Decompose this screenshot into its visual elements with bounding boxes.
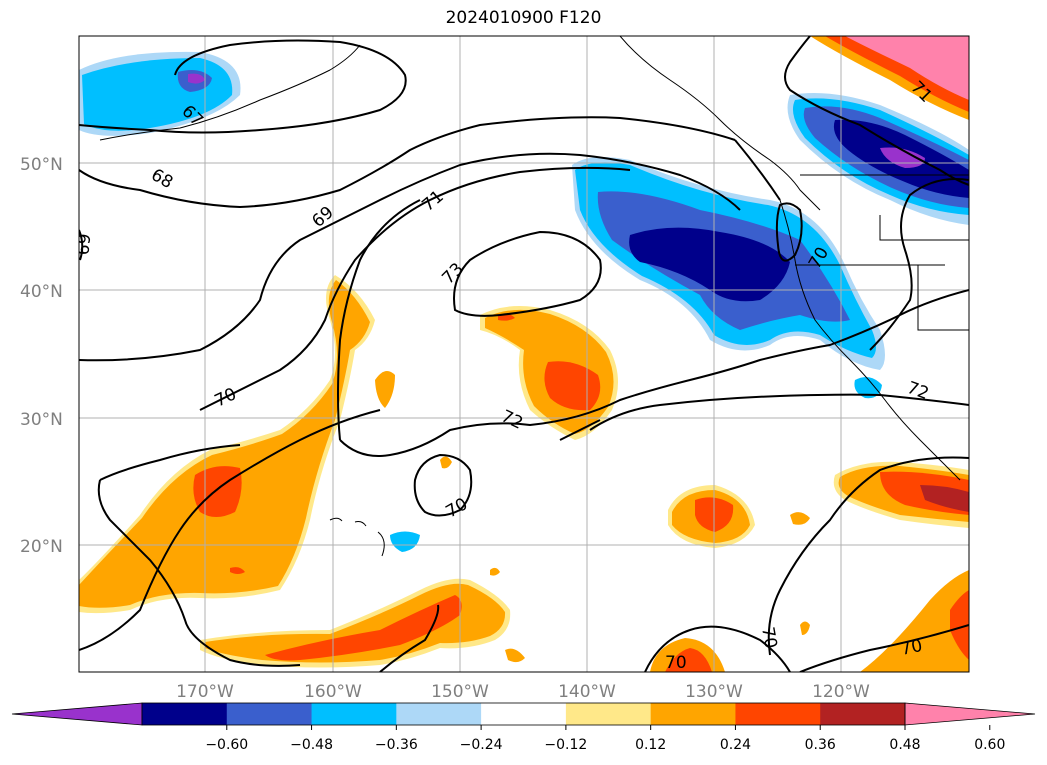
contour-label: 72 bbox=[498, 406, 526, 433]
lon-label: 170°W bbox=[176, 682, 234, 702]
colorbar-tick-label: −0.24 bbox=[460, 737, 503, 753]
lat-label: 40°N bbox=[20, 282, 63, 302]
contour-label: 68 bbox=[148, 165, 177, 193]
colorbar-segment bbox=[226, 703, 313, 725]
colorbar-tick-label: 0.12 bbox=[635, 737, 666, 753]
positive-anomaly-fill bbox=[79, 36, 969, 672]
colorbar-tick-label: −0.48 bbox=[290, 737, 333, 753]
colorbar-tick-label: −0.12 bbox=[544, 737, 587, 753]
colorbar-segment bbox=[820, 703, 906, 725]
lat-label: 50°N bbox=[20, 155, 63, 175]
colorbar-tick-label: 0.24 bbox=[720, 737, 751, 753]
colorbar-extend-high bbox=[904, 702, 1036, 726]
colorbar-tick-label: 0.36 bbox=[805, 737, 836, 753]
colorbar-segment bbox=[735, 703, 821, 725]
lat-label: 30°N bbox=[20, 410, 63, 430]
lon-label: 160°W bbox=[304, 682, 362, 702]
colorbar-segment bbox=[481, 703, 567, 725]
negative-anomaly-fill bbox=[79, 51, 969, 552]
lon-label: 120°W bbox=[812, 682, 870, 702]
map-frame bbox=[78, 35, 970, 673]
map-title: 2024010900 F120 bbox=[445, 8, 602, 28]
contour-label: 69 bbox=[71, 233, 93, 256]
colorbar-tick-label: 0.60 bbox=[974, 737, 1005, 753]
colorbar-segment bbox=[396, 703, 482, 725]
colorbar-segment bbox=[311, 703, 397, 725]
gridlines bbox=[79, 36, 969, 672]
colorbar-frame bbox=[141, 702, 906, 726]
lon-label: 150°W bbox=[431, 682, 489, 702]
lon-label: 140°W bbox=[558, 682, 616, 702]
colorbar-segment bbox=[565, 703, 652, 725]
contour-label: 73 bbox=[438, 259, 467, 288]
colorbar-extend-low bbox=[11, 702, 143, 726]
colorbar-segment bbox=[650, 703, 736, 725]
colorbar-tick-label: −0.36 bbox=[375, 737, 418, 753]
map-area: 67 68 69 69 71 73 72 70 70 70 71 70 72 7… bbox=[71, 36, 969, 673]
contour-label: 70 bbox=[757, 625, 780, 650]
latitude-labels: 50°N 40°N 30°N 20°N bbox=[20, 155, 63, 557]
height-contours bbox=[79, 36, 969, 672]
longitude-labels: 170°W 160°W 150°W 140°W 130°W 120°W bbox=[176, 682, 870, 702]
contour-label: 70 bbox=[665, 653, 687, 673]
contour-label: 71 bbox=[418, 187, 447, 216]
contour-label: 70 bbox=[899, 636, 924, 660]
lat-label: 20°N bbox=[20, 537, 63, 557]
colorbar-tick-label: −0.60 bbox=[205, 737, 248, 753]
colorbar: −0.60 −0.48 −0.36 −0.24 −0.12 0.12 0.24 0.36 0.4… bbox=[11, 702, 1036, 753]
colorbar-segment bbox=[142, 703, 228, 725]
contour-label: 70 bbox=[212, 384, 240, 411]
lon-label: 130°W bbox=[685, 682, 743, 702]
colorbar-tick-label: 0.48 bbox=[889, 737, 920, 753]
